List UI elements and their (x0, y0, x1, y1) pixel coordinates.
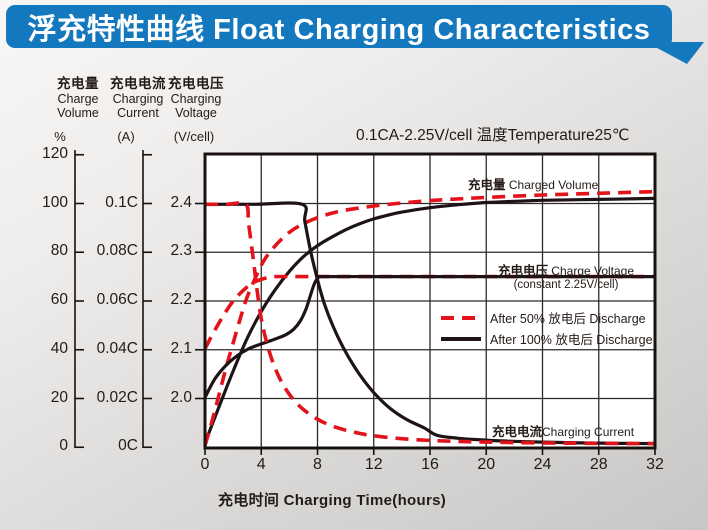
charging-current-label-zh: 充电电流 (492, 425, 543, 439)
curve-charge-volume-after-100-discharge (203, 196, 656, 444)
current-tick-label: 0.1C (105, 193, 138, 211)
legend-item-after-100-discharge: After 100% 放电后 Discharge (441, 328, 653, 349)
current-tick-label: 0.06C (96, 291, 138, 308)
charged-volume-label-zh: 充电量 (468, 178, 506, 192)
charged-volume-label-en: Charged Volume (505, 178, 599, 192)
voltage-tick-label: 2.3 (170, 242, 192, 260)
current-tick-label: 0.02C (96, 388, 138, 406)
x-tick-label: 0 (200, 456, 210, 473)
axis-header-en2: Volume (57, 106, 99, 120)
legend-label: After 100% 放电后 Discharge (490, 333, 653, 347)
x-tick-label: 16 (421, 456, 439, 473)
current-axis-unit: (A) (117, 129, 135, 144)
charge-voltage-label-en: Charge Voltage (547, 264, 635, 278)
percent-tick-label: 0 (59, 437, 68, 455)
title-banner: 浮充特性曲线 Float Charging Characteristics (6, 5, 672, 48)
axis-header-charge-volume: 充电量 Charge Volume (42, 72, 114, 120)
percent-tick-label: 80 (50, 242, 68, 260)
x-tick-label: 12 (364, 456, 383, 473)
charge-voltage-label-zh: 充电电压 (497, 264, 548, 278)
x-tick-label: 28 (589, 456, 608, 473)
axis-header-en2: Current (117, 106, 159, 120)
charging-current-label-en: Charging Current (542, 425, 635, 439)
axis-header-en1: Charging (112, 92, 164, 106)
x-tick-label: 4 (256, 456, 266, 473)
current-tick-label: 0C (118, 437, 138, 455)
percent-tick-label: 120 (42, 144, 68, 162)
dashed-red-line-swatch (441, 315, 481, 320)
voltage-axis-unit: (V/cell) (173, 129, 215, 144)
axis-header-zh: 充电量 (57, 76, 99, 91)
axis-header-en2: Voltage (175, 106, 217, 120)
x-tick-label: 32 (646, 456, 664, 473)
charge-voltage-constant-note: (constant 2.25V/cell) (513, 279, 619, 291)
curve-charging-current-after-50-discharge (205, 201, 656, 446)
axis-header-zh: 充电电流 (110, 76, 166, 91)
x-tick-label: 8 (313, 456, 322, 473)
axis-header-en1: Charging (170, 92, 222, 106)
charging-current-curve-label: 充电电流Charging Current (492, 421, 634, 440)
test-condition-annotation: 0.1CA-2.25V/cell 温度Temperature25℃ (356, 127, 630, 144)
percent-tick-label: 40 (50, 339, 68, 357)
charged-volume-curve-label: 充电量 Charged Volume (468, 174, 598, 193)
axis-header-charging-voltage: 充电电压 Charging Voltage (160, 72, 232, 120)
axis-header-en1: Charge (57, 92, 99, 106)
charge-voltage-curve-label: 充电电压 Charge Voltage (476, 260, 656, 279)
percent-tick-label: 60 (50, 291, 68, 308)
x-tick-label: 24 (533, 456, 552, 473)
percent-axis-unit: % (54, 129, 66, 144)
current-tick-label: 0.08C (96, 242, 138, 260)
axis-header-zh: 充电电压 (168, 76, 224, 91)
legend: After 50% 放电后 Discharge After 100% 放电后 D… (441, 307, 653, 349)
voltage-tick-label: 2.4 (170, 193, 192, 211)
page-title: 浮充特性曲线 Float Charging Characteristics (27, 13, 651, 46)
x-axis-title: 充电时间 Charging Time(hours) (217, 492, 447, 509)
x-tick-label: 20 (477, 456, 496, 473)
voltage-tick-label: 2.1 (170, 339, 192, 357)
voltage-tick-label: 2.0 (170, 388, 192, 406)
legend-label: After 50% 放电后 Discharge (490, 312, 646, 326)
voltage-tick-label: 2.2 (170, 291, 192, 308)
curve-charging-current-after-100-discharge (205, 201, 656, 446)
curve-charge-voltage-after-100-discharge (203, 274, 655, 399)
percent-tick-label: 20 (50, 388, 68, 406)
solid-black-line-swatch (441, 336, 481, 341)
axis-header-charging-current: 充电电流 Charging Current (102, 72, 174, 120)
current-tick-label: 0.04C (96, 339, 138, 357)
legend-item-after-50-discharge: After 50% 放电后 Discharge (441, 307, 653, 328)
percent-tick-label: 100 (42, 193, 68, 211)
